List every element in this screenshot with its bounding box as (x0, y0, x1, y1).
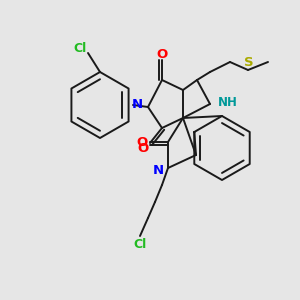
Text: S: S (244, 56, 254, 70)
Text: O: O (136, 136, 148, 148)
Text: N: N (131, 98, 142, 112)
Text: O: O (156, 47, 168, 61)
Text: N: N (152, 164, 164, 176)
Text: NH: NH (218, 95, 238, 109)
Text: O: O (137, 142, 148, 155)
Text: Cl: Cl (74, 41, 87, 55)
Text: Cl: Cl (134, 238, 147, 250)
